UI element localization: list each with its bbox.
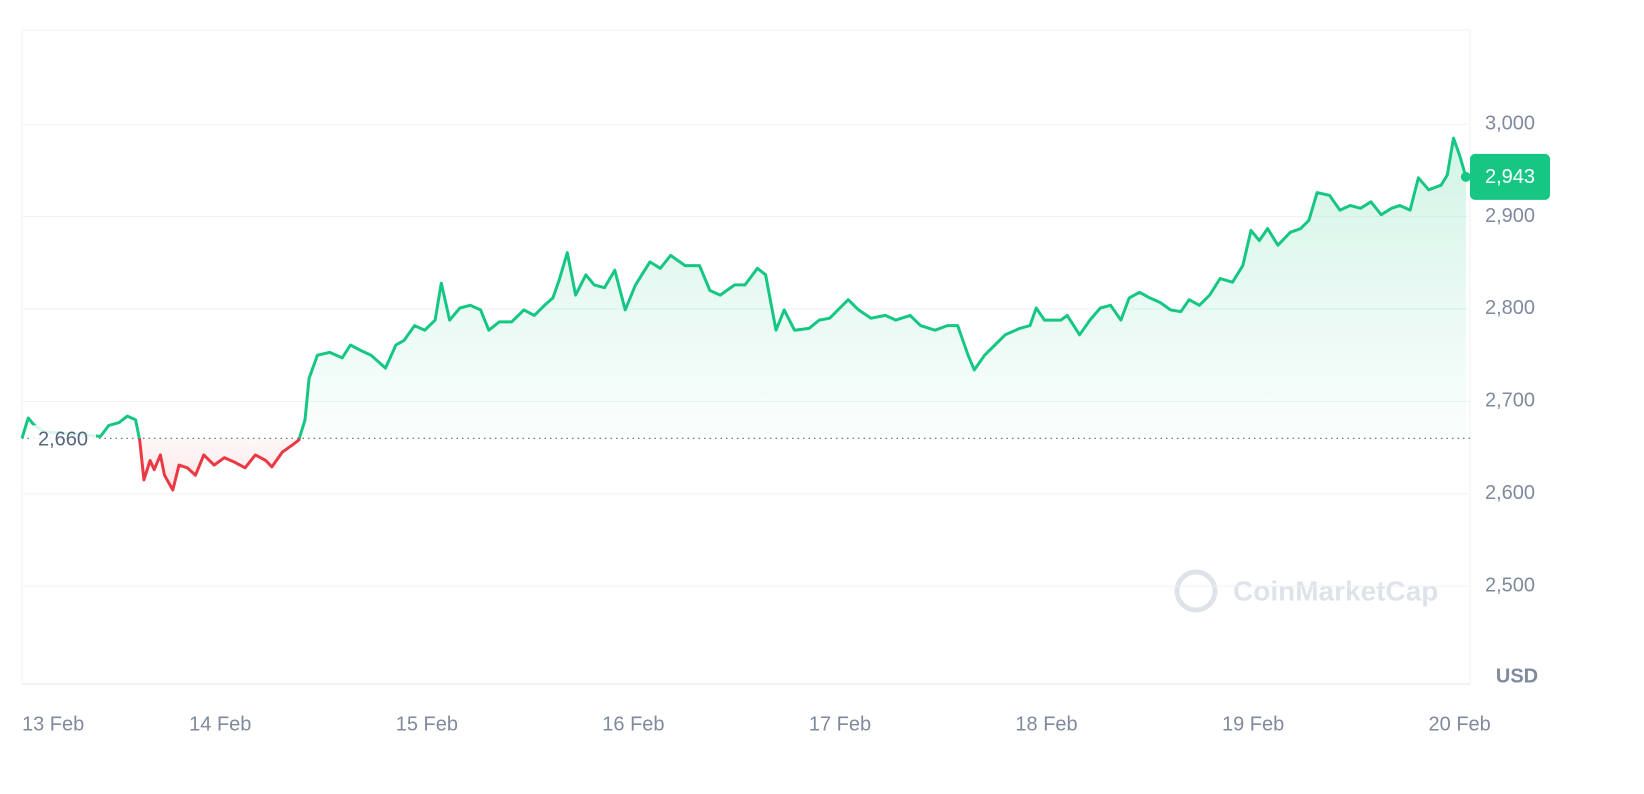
baseline-label: 2,660 bbox=[38, 429, 88, 451]
y-tick-label: 2,900 bbox=[1485, 205, 1535, 227]
price-line bbox=[20, 136, 1468, 492]
x-tick-label: 16 Feb bbox=[602, 713, 664, 735]
price-area bbox=[22, 138, 1466, 490]
x-tick-label: 13 Feb bbox=[22, 713, 84, 735]
y-tick-label: 2,500 bbox=[1485, 574, 1535, 596]
y-tick-label: 3,000 bbox=[1485, 113, 1535, 135]
baseline-label-bg bbox=[30, 425, 96, 450]
x-tick-label: 20 Feb bbox=[1429, 713, 1491, 735]
x-tick-label: 17 Feb bbox=[809, 713, 871, 735]
current-price-label: 2,943 bbox=[1485, 166, 1535, 188]
x-tick-label: 19 Feb bbox=[1222, 713, 1284, 735]
y-tick-label: 2,700 bbox=[1485, 390, 1535, 412]
x-tick-label: 18 Feb bbox=[1015, 713, 1077, 735]
current-price-badge bbox=[1470, 153, 1550, 200]
y-tick-label: 2,600 bbox=[1485, 482, 1535, 504]
current-dot bbox=[1460, 171, 1471, 182]
x-tick-label: 14 Feb bbox=[189, 713, 251, 735]
x-tick-label: 15 Feb bbox=[396, 713, 458, 735]
y-unit: USD bbox=[1496, 665, 1538, 687]
y-tick-label: 2,800 bbox=[1485, 297, 1535, 319]
watermark-text: CoinMarketCap bbox=[1233, 575, 1438, 606]
watermark: CoinMarketCap bbox=[1174, 569, 1438, 613]
watermark-logo bbox=[1174, 569, 1218, 613]
